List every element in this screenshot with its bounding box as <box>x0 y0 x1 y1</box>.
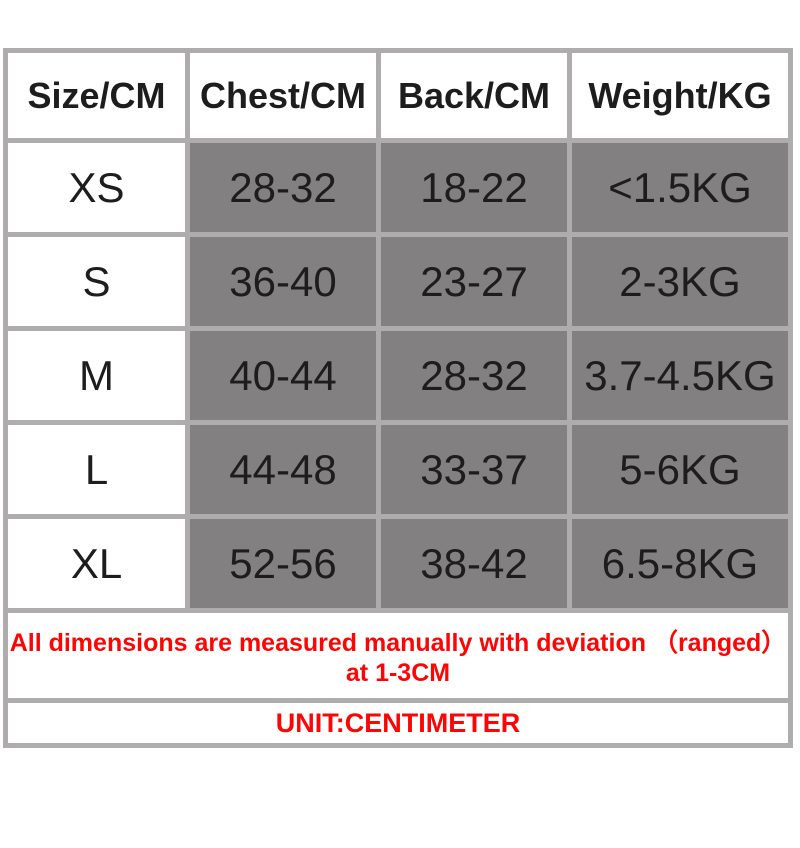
table-row-s: S 36-40 23-27 2-3KG <box>8 237 788 326</box>
weight-value-xl: 6.5-8KG <box>572 519 788 608</box>
table-row-xs: XS 28-32 18-22 <1.5KG <box>8 143 788 232</box>
chest-value-l: 44-48 <box>190 425 376 514</box>
size-label-xl: XL <box>8 519 185 608</box>
size-label-m: M <box>8 331 185 420</box>
chest-value-xs: 28-32 <box>190 143 376 232</box>
chest-value-xl: 52-56 <box>190 519 376 608</box>
weight-value-s: 2-3KG <box>572 237 788 326</box>
chest-value-s: 36-40 <box>190 237 376 326</box>
back-value-s: 23-27 <box>381 237 567 326</box>
table-row-m: M 40-44 28-32 3.7-4.5KG <box>8 331 788 420</box>
back-value-xl: 38-42 <box>381 519 567 608</box>
back-value-l: 33-37 <box>381 425 567 514</box>
chest-value-m: 40-44 <box>190 331 376 420</box>
header-weight: Weight/KG <box>572 53 788 138</box>
size-label-s: S <box>8 237 185 326</box>
back-value-xs: 18-22 <box>381 143 567 232</box>
table-row-xl: XL 52-56 38-42 6.5-8KG <box>8 519 788 608</box>
weight-value-xs: <1.5KG <box>572 143 788 232</box>
size-label-l: L <box>8 425 185 514</box>
header-chest: Chest/CM <box>190 53 376 138</box>
header-row: Size/CM Chest/CM Back/CM Weight/KG <box>8 53 788 138</box>
weight-value-m: 3.7-4.5KG <box>572 331 788 420</box>
measurement-deviation-note: All dimensions are measured manually wit… <box>8 613 788 698</box>
size-label-xs: XS <box>8 143 185 232</box>
back-value-m: 28-32 <box>381 331 567 420</box>
header-back: Back/CM <box>381 53 567 138</box>
unit-label: UNIT:CENTIMETER <box>8 703 788 743</box>
header-size: Size/CM <box>8 53 185 138</box>
weight-value-l: 5-6KG <box>572 425 788 514</box>
unit-row: UNIT:CENTIMETER <box>8 703 788 743</box>
note-row: All dimensions are measured manually wit… <box>8 613 788 698</box>
table-row-l: L 44-48 33-37 5-6KG <box>8 425 788 514</box>
size-chart-table: Size/CM Chest/CM Back/CM Weight/KG XS 28… <box>3 48 793 748</box>
